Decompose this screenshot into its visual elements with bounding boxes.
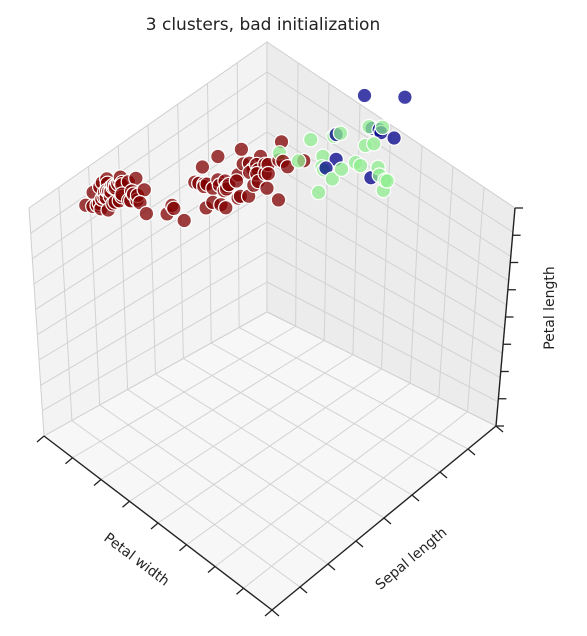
scatter-point-cluster-3 [290, 153, 307, 169]
scatter-point-cluster-1 [218, 200, 234, 216]
floor-grid-line [155, 373, 385, 519]
scatter-point-cluster-3 [302, 131, 319, 148]
scatter-point-cluster-2 [397, 89, 413, 105]
x-axis-tick [36, 435, 45, 443]
floor-grid-line [71, 420, 301, 588]
right-pane-grid-line [266, 251, 501, 378]
scatter-point-cluster-1 [176, 212, 192, 229]
scatter-point-cluster-1 [260, 165, 277, 182]
left-pane-grid-line [58, 187, 73, 421]
y-axis-tick [271, 609, 280, 617]
right-pane-grid-line [266, 221, 503, 354]
y-axis-tick [383, 517, 392, 525]
floor-grid-line [186, 382, 411, 546]
scatter-point-cluster-1 [270, 192, 287, 208]
left-pane-grid-line [40, 251, 268, 386]
scatter-point-cluster-1 [233, 141, 250, 158]
y-axis-tick [355, 540, 364, 548]
y-axis-tick [467, 448, 476, 456]
right-pane-grid-line [323, 83, 330, 341]
floor-grid-line [99, 404, 329, 565]
scatter-point-cluster-3 [379, 173, 395, 189]
scatter-point-cluster-3 [310, 184, 327, 201]
x-axis-tick [150, 522, 159, 530]
x-axis-tick [65, 457, 73, 465]
chart-title: 3 clusters, bad initialization [146, 15, 380, 35]
y-axis-label: Sepal length [373, 525, 451, 594]
right-pane-grid-line [438, 166, 454, 398]
axis-panes [28, 41, 516, 611]
right-pane-grid-line [295, 62, 299, 327]
left-pane-grid-line [177, 104, 184, 359]
scatter-point-cluster-1 [138, 205, 155, 222]
left-pane-grid-line [147, 124, 156, 375]
scatter-point-cluster-1 [210, 148, 226, 165]
x-axis-tick [122, 500, 130, 508]
right-pane-grid-line [266, 281, 499, 403]
grid-lines [30, 62, 514, 589]
right-pane-grid-line [409, 145, 423, 384]
data-points [78, 87, 413, 229]
floor-grid-line [243, 411, 468, 589]
y-axis-tick [327, 563, 336, 571]
x-axis-tick [179, 544, 187, 552]
floor-grid-line [214, 397, 440, 567]
left-pane-grid-line [30, 71, 268, 234]
y-axis-tick [495, 425, 504, 433]
left-pane-grid-line [37, 191, 268, 336]
right-pane-grid-line [266, 161, 507, 306]
right-pane-grid-line [266, 191, 505, 330]
y-axis-tick [299, 586, 308, 594]
scatter-point-cluster-3 [365, 136, 382, 152]
x-axis-label: Petal width [101, 530, 173, 589]
scatter-point-cluster-1 [136, 182, 153, 198]
scatter-point-cluster-2 [356, 87, 373, 104]
right-pane-grid-line [266, 71, 514, 233]
scatter-point-cluster-1 [194, 159, 211, 175]
z-axis-label: Petal length [542, 266, 558, 350]
right-pane-grid-line [381, 124, 392, 370]
floor-grid-line [127, 389, 357, 542]
left-pane-grid-line [32, 101, 268, 260]
left-pane-grid-line [38, 221, 268, 361]
x-axis-tick [236, 587, 244, 595]
scatter-point-cluster-3 [352, 157, 369, 174]
scatter-point-cluster-1 [228, 173, 245, 189]
x-axis-tick [264, 609, 273, 617]
scatter-point-cluster-3 [324, 171, 341, 187]
scatter-point-cluster-3 [333, 161, 350, 177]
scatter-point-cluster-2 [386, 130, 402, 146]
y-axis-tick [411, 494, 420, 502]
scatter-point-cluster-1 [166, 200, 182, 217]
axis-ticks [36, 207, 523, 617]
right-pane-grid-line [466, 187, 485, 412]
y-axis-tick [439, 471, 448, 479]
left-pane-grid-line [42, 281, 268, 412]
x-axis-tick [93, 479, 102, 486]
scatter-point-cluster-1 [259, 180, 275, 196]
x-axis-tick [207, 566, 216, 573]
scatter-point-cluster-3 [332, 125, 349, 141]
scatter-point-cluster-3 [374, 119, 391, 136]
